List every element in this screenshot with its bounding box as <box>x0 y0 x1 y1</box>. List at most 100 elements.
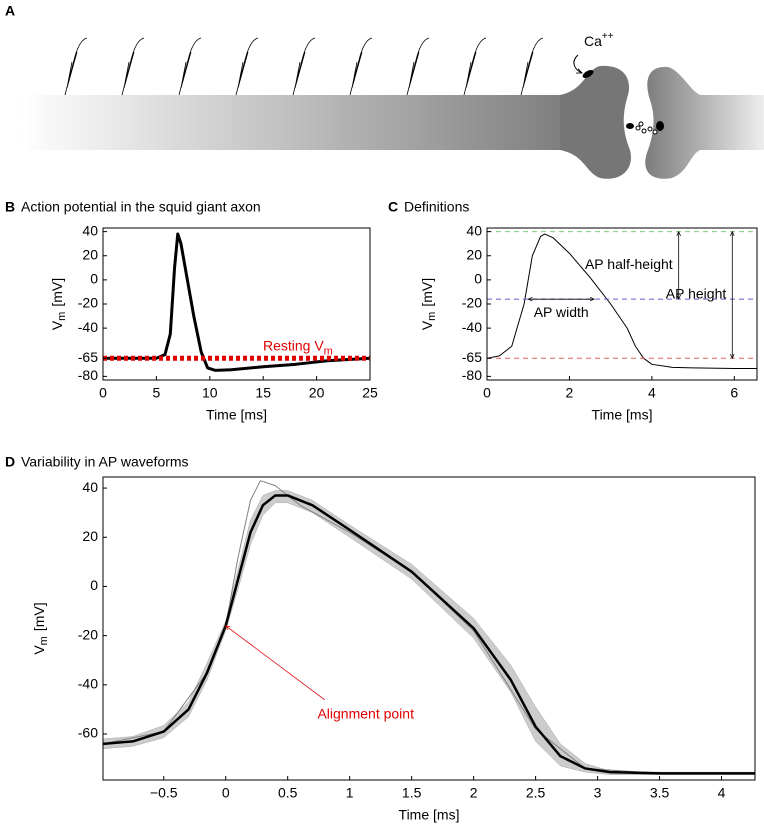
y-tick-label: 20 <box>466 246 482 262</box>
y-tick-label: -65 <box>462 349 482 365</box>
y-tick-label: 0 <box>90 577 98 593</box>
y-tick-label: -20 <box>78 295 98 311</box>
plot-area <box>103 232 370 372</box>
x-tick-label: 2.5 <box>526 785 546 801</box>
x-axis-label: Time [ms] <box>592 407 653 423</box>
annotation-label: AP width <box>534 304 589 320</box>
y-label-unit: [mV] <box>419 278 435 307</box>
panel-label: C <box>388 199 398 215</box>
line <box>487 233 757 370</box>
x-tick-label: 0.5 <box>278 785 298 801</box>
plot-area <box>487 233 757 370</box>
reference-label: Resting Vm <box>263 337 333 357</box>
y-tick-label: -65 <box>78 349 98 365</box>
axon <box>20 95 590 150</box>
electrode <box>463 37 487 96</box>
annotation-label: AP height <box>666 286 727 302</box>
postsynaptic-terminal <box>645 66 764 179</box>
y-tick-label: -40 <box>78 319 98 335</box>
annotation-label: AP half-height <box>585 256 673 272</box>
y-label-sub: m <box>38 636 50 645</box>
panel-label: A <box>5 3 15 19</box>
y-tick-label: 0 <box>90 271 98 287</box>
electrode <box>235 37 259 96</box>
x-tick-label: 4 <box>648 385 656 401</box>
y-axis-label: Vm [mV] <box>49 278 68 330</box>
ion: Ca <box>584 33 602 49</box>
reference-label-text: Resting V <box>263 337 324 353</box>
plot-frame <box>486 227 758 381</box>
y-tick-label: 40 <box>82 222 98 238</box>
x-tick-label: 0 <box>222 785 230 801</box>
panel-label: D <box>5 454 15 470</box>
x-tick-label: 0 <box>99 385 107 401</box>
electrode <box>121 37 145 96</box>
x-axis-label: Time [ms] <box>206 407 267 423</box>
electrode <box>64 37 88 96</box>
electrode <box>349 37 373 96</box>
x-tick-label: 6 <box>730 385 738 401</box>
x-tick-label: 15 <box>255 385 271 401</box>
y-label-unit: [mV] <box>49 278 65 307</box>
ion-arrow <box>573 54 582 73</box>
y-tick-label: -60 <box>78 725 98 741</box>
variability-band <box>103 490 755 775</box>
y-tick-label: 20 <box>82 528 98 544</box>
x-tick-label: 10 <box>202 385 218 401</box>
x-tick-label: −0.5 <box>150 785 178 801</box>
ion-channel <box>656 121 664 131</box>
electrode <box>178 37 202 96</box>
electrode <box>406 37 430 96</box>
plot-area <box>103 480 755 775</box>
x-tick-label: 4 <box>718 785 726 801</box>
y-label-sub: m <box>426 312 438 321</box>
y-label-text: V <box>49 320 65 330</box>
x-tick-label: 1.5 <box>402 785 422 801</box>
y-tick-label: -20 <box>462 295 482 311</box>
y-tick-label: 20 <box>82 246 98 262</box>
pointer-label: Alignment point <box>317 705 414 721</box>
panel-a: A Ca++ <box>5 3 764 179</box>
electrodes <box>64 37 544 96</box>
vesicles <box>635 121 658 135</box>
ion-charge: ++ <box>602 31 614 42</box>
y-label-text: V <box>419 320 435 330</box>
x-tick-label: 20 <box>309 385 325 401</box>
x-tick-label: 3 <box>594 785 602 801</box>
y-tick-label: -40 <box>462 319 482 335</box>
y-tick-label: -80 <box>462 367 482 383</box>
line <box>103 480 755 774</box>
chart-title: Definitions <box>404 199 469 215</box>
x-axis-label: Time [ms] <box>399 807 460 823</box>
y-label-unit: [mV] <box>31 602 47 631</box>
panel-label: B <box>5 199 15 215</box>
chart-title: Variability in AP waveforms <box>21 454 189 470</box>
x-tick-label: 2 <box>470 785 478 801</box>
x-tick-label: 2 <box>566 385 574 401</box>
y-tick-label: 40 <box>82 479 98 495</box>
y-label-sub: m <box>56 312 68 321</box>
pointer-arrow <box>226 626 325 701</box>
ion-channel <box>626 123 634 129</box>
ion-channel <box>582 70 594 78</box>
line <box>103 494 755 775</box>
y-axis-label: Vm [mV] <box>419 278 438 330</box>
ion-label: Ca++ <box>584 31 614 49</box>
y-label-text: V <box>31 645 47 655</box>
y-tick-label: -20 <box>78 626 98 642</box>
chart-title: Action potential in the squid giant axon <box>21 199 261 215</box>
y-axis-label: Vm [mV] <box>31 602 50 654</box>
reference-label-sub: m <box>324 345 333 357</box>
x-tick-label: 5 <box>153 385 161 401</box>
electrode <box>292 37 316 96</box>
x-tick-label: 3.5 <box>650 785 670 801</box>
y-tick-label: 0 <box>474 271 482 287</box>
y-tick-label: -80 <box>78 367 98 383</box>
x-tick-label: 0 <box>483 385 491 401</box>
x-tick-label: 1 <box>346 785 354 801</box>
x-tick-label: 25 <box>362 385 378 401</box>
electrode <box>520 37 544 96</box>
y-tick-label: -40 <box>78 676 98 692</box>
y-tick-label: 40 <box>466 222 482 238</box>
